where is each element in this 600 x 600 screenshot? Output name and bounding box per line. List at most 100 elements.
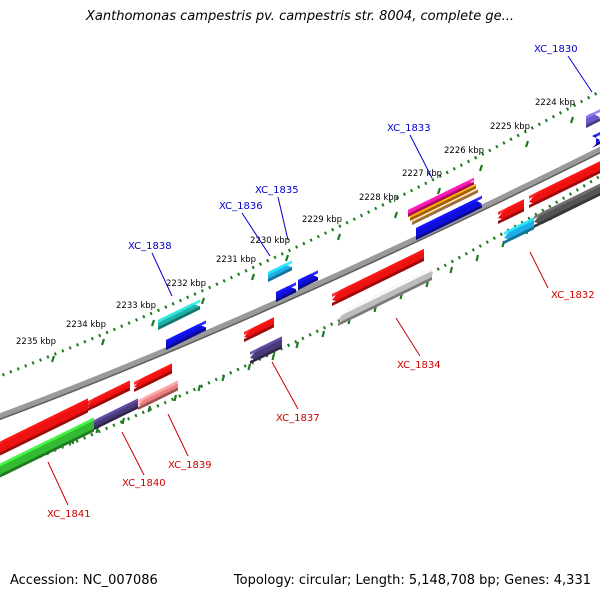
gene-feature[interactable] [268, 260, 292, 282]
gene-feature[interactable] [416, 195, 482, 240]
gene-leader-line [47, 461, 69, 506]
gene-leader-line [529, 251, 549, 289]
gene-labels: XC_1830 XC_1832 XC_1833 XC_1834 XC_1835 XC_18… [47, 44, 595, 520]
scale-tick [247, 363, 252, 371]
gene-feature[interactable] [298, 270, 318, 290]
gene-leader-line [277, 196, 289, 241]
gene-feature-highlight [332, 248, 424, 297]
gene-feature-shadow [586, 118, 600, 128]
gene-feature-body [0, 417, 94, 477]
gene-leader-line [409, 134, 433, 179]
gene-feature-shadow [298, 277, 318, 290]
gene-feature[interactable] [534, 183, 600, 228]
gene-feature[interactable] [134, 363, 172, 392]
gene-feature-highlight [90, 398, 138, 425]
gene-leader-line [241, 212, 271, 257]
gene-feature[interactable] [166, 320, 206, 350]
scale-tick [50, 355, 56, 363]
gene-label[interactable]: XC_1835 [255, 185, 299, 196]
gene-feature[interactable] [338, 267, 432, 326]
gene-feature-highlight [416, 195, 482, 231]
gene-feature-shadow [332, 257, 424, 306]
scale-tick-labels: 2224 kbp 2225 kbp 2226 kbp 2227 kbp 2228 kbp… [16, 98, 575, 347]
gene-feature[interactable] [586, 109, 600, 128]
gene-feature[interactable] [592, 132, 600, 148]
gene-feature[interactable] [529, 161, 600, 208]
gene-feature-shadow [158, 306, 200, 330]
scale-tick-label: 2228 kbp [359, 193, 399, 203]
scale-tick-label: 2232 kbp [166, 279, 206, 289]
scale-tick-label: 2224 kbp [535, 98, 575, 108]
gene-feature-highlight [408, 177, 474, 213]
gene-feature[interactable] [0, 417, 94, 480]
gene-feature-highlight [298, 270, 318, 283]
accession-info: Accession: NC_007086 [10, 573, 158, 588]
gene-leader-line [567, 55, 593, 93]
gene-feature[interactable] [276, 282, 296, 302]
scale-tick-label: 2229 kbp [302, 215, 342, 225]
gene-feature[interactable] [138, 380, 178, 410]
gene-feature[interactable] [0, 398, 88, 458]
gene-label[interactable]: XC_1840 [122, 478, 166, 489]
gene-feature-highlight [158, 299, 200, 323]
scale-tick [150, 319, 156, 327]
gene-feature[interactable] [158, 299, 200, 330]
scale-tick-label: 2234 kbp [66, 320, 106, 330]
gene-feature-shadow [410, 185, 476, 221]
scale-tick [569, 116, 575, 124]
gene-feature-highlight [244, 317, 274, 335]
gene-feature[interactable] [504, 217, 534, 244]
gene-feature-highlight [534, 183, 600, 219]
gene-feature-highlight [250, 336, 282, 355]
gene-feature-shadow [504, 226, 534, 244]
gene-feature[interactable] [90, 398, 138, 432]
gene-feature[interactable] [250, 336, 282, 364]
gene-label[interactable]: XC_1836 [219, 201, 263, 212]
scale-tick [478, 164, 484, 172]
gene-label[interactable]: XC_1834 [397, 360, 441, 371]
gene-leader-line [151, 252, 173, 297]
gene-label[interactable]: XC_1832 [551, 290, 595, 301]
gene-feature-shadow [134, 370, 172, 392]
gene-feature[interactable] [86, 380, 130, 412]
gene-label[interactable]: XC_1841 [47, 509, 91, 520]
gene-feature-body [592, 134, 600, 148]
gene-feature-highlight [0, 398, 88, 445]
gene-feature[interactable] [408, 177, 474, 217]
scale-tick-label: 2225 kbp [490, 122, 530, 132]
gene-feature[interactable] [498, 199, 524, 224]
gene-feature-shadow [596, 141, 600, 146]
gene-feature-highlight [134, 363, 172, 385]
scale-tick [436, 187, 442, 195]
gene-feature-shadow [90, 405, 138, 432]
gene-feature-highlight [166, 320, 206, 343]
scale-tick [501, 240, 506, 248]
gene-feature-shadow [412, 189, 478, 225]
accession-value: NC_007086 [82, 573, 158, 588]
gene-feature-highlight [138, 380, 178, 403]
gene-label[interactable]: XC_1838 [128, 241, 172, 252]
gene-feature-highlight [268, 260, 292, 275]
gene-label[interactable]: XC_1833 [387, 123, 431, 134]
gene-label[interactable]: XC_1830 [534, 44, 578, 55]
scale-tick [250, 273, 256, 281]
gene-feature-shadow [529, 170, 600, 208]
gene-feature-highlight [0, 417, 94, 467]
gene-feature[interactable] [244, 317, 274, 342]
gene-label[interactable]: XC_1837 [276, 413, 320, 424]
gene-label[interactable]: XC_1839 [168, 460, 212, 471]
accession-label: Accession: [10, 573, 79, 588]
gene-feature[interactable] [410, 183, 476, 221]
scale-tick [524, 140, 530, 148]
gene-feature-shadow [244, 324, 274, 342]
gene-feature[interactable] [412, 188, 478, 225]
gene-feature-highlight [529, 161, 600, 199]
gene-feature-shadow [276, 289, 296, 302]
scale-tick [100, 338, 106, 346]
gene-feature-shadow [86, 387, 130, 412]
scale-tick [393, 211, 399, 219]
gene-feature[interactable] [332, 248, 424, 306]
gene-leader-line [121, 431, 145, 476]
